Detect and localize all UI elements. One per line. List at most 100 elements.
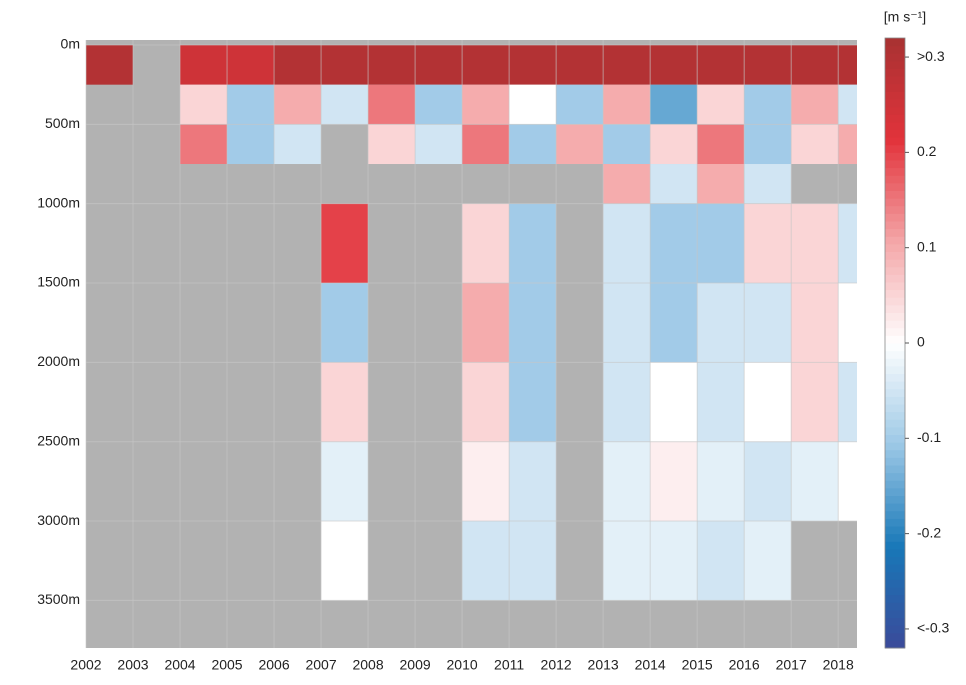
x-tick-label: 2002: [70, 657, 101, 673]
heatmap-cell: [227, 45, 275, 85]
heatmap-cell: [697, 124, 745, 165]
colorbar-swatch: [885, 38, 905, 47]
colorbar-label: [m s⁻¹]: [884, 9, 926, 25]
heatmap-cell: [462, 362, 510, 442]
heatmap-cell: [838, 124, 857, 165]
colorbar-swatch: [885, 587, 905, 596]
heatmap-cell: [462, 84, 510, 125]
heatmap-cell: [274, 45, 322, 85]
x-tick-label: 2008: [352, 657, 383, 673]
heatmap-cell: [697, 283, 745, 363]
heatmap-cell: [603, 441, 651, 522]
colorbar-swatch: [885, 358, 905, 367]
heatmap-cell: [509, 283, 557, 363]
colorbar-swatch: [885, 76, 905, 85]
colorbar-swatch: [885, 594, 905, 603]
colorbar-swatch: [885, 228, 905, 237]
x-tick-label: 2014: [635, 657, 666, 673]
colorbar-swatch: [885, 137, 905, 146]
heatmap-cell: [321, 441, 369, 522]
colorbar-swatch: [885, 304, 905, 313]
heatmap-cell: [603, 203, 651, 284]
heatmap-cell: [697, 521, 745, 601]
heatmap-cell: [368, 84, 416, 125]
colorbar-swatch: [885, 236, 905, 245]
heatmap-cell: [744, 164, 792, 204]
colorbar-swatch: [885, 495, 905, 504]
colorbar-swatch: [885, 571, 905, 580]
heatmap-cell: [321, 84, 369, 125]
colorbar-swatch: [885, 404, 905, 413]
colorbar-tick-label: <-0.3: [917, 620, 950, 636]
heatmap-cell: [274, 84, 322, 125]
heatmap-cell: [368, 45, 416, 85]
heatmap-cell: [744, 521, 792, 601]
colorbar-swatch: [885, 419, 905, 428]
heatmap-cell: [838, 362, 857, 442]
colorbar-swatch: [885, 602, 905, 611]
colorbar-tick-label: -0.2: [917, 524, 941, 540]
heatmap-cell: [462, 203, 510, 284]
heatmap-cell: [368, 124, 416, 165]
colorbar-swatch: [885, 365, 905, 374]
colorbar-swatch: [885, 335, 905, 344]
heatmap-cell: [321, 362, 369, 442]
colorbar-swatch: [885, 282, 905, 291]
heatmap-cell: [650, 362, 698, 442]
heatmap-cell: [321, 45, 369, 85]
colorbar-swatch: [885, 213, 905, 222]
heatmap-cell: [603, 164, 651, 204]
heatmap-cell: [791, 203, 839, 284]
heatmap-cell: [462, 441, 510, 522]
heatmap-cell: [86, 45, 134, 85]
heatmap-cell: [274, 124, 322, 165]
heatmap-cell: [509, 124, 557, 165]
heatmap-cell: [650, 84, 698, 125]
colorbar-swatch: [885, 487, 905, 496]
colorbar-swatch: [885, 144, 905, 153]
heatmap-cell: [603, 362, 651, 442]
colorbar-swatch: [885, 60, 905, 69]
heatmap-cell: [744, 283, 792, 363]
colorbar-swatch: [885, 350, 905, 359]
y-tick-label: 0m: [61, 36, 80, 52]
colorbar-swatch: [885, 297, 905, 306]
heatmap-cell: [744, 84, 792, 125]
colorbar-swatch: [885, 121, 905, 130]
colorbar-swatch: [885, 160, 905, 169]
x-tick-label: 2007: [305, 657, 336, 673]
colorbar-swatch: [885, 198, 905, 207]
y-tick-label: 3500m: [37, 591, 80, 607]
colorbar-swatch: [885, 388, 905, 397]
heatmap-cell: [509, 45, 557, 85]
colorbar-swatch: [885, 259, 905, 268]
heatmap-cell: [321, 521, 369, 601]
heatmap-cell: [180, 124, 228, 165]
colorbar-swatch: [885, 289, 905, 298]
colorbar-swatch: [885, 221, 905, 230]
heatmap-cell: [321, 203, 369, 284]
heatmap-cell: [744, 203, 792, 284]
heatmap-cell: [462, 45, 510, 85]
colorbar-swatch: [885, 396, 905, 405]
colorbar-swatch: [885, 152, 905, 161]
heatmap-cell: [744, 441, 792, 522]
colorbar-swatch: [885, 556, 905, 565]
colorbar-swatch: [885, 518, 905, 527]
colorbar-swatch: [885, 53, 905, 62]
colorbar-swatch: [885, 411, 905, 420]
heatmap-cell: [650, 124, 698, 165]
colorbar-swatch: [885, 114, 905, 123]
heatmap-cell: [791, 45, 839, 85]
colorbar-swatch: [885, 465, 905, 474]
heatmap-cell: [650, 521, 698, 601]
colorbar-swatch: [885, 167, 905, 176]
colorbar-swatch: [885, 510, 905, 519]
colorbar-swatch: [885, 320, 905, 329]
colorbar-swatch: [885, 480, 905, 489]
heatmap-cell: [791, 84, 839, 125]
colorbar-swatch: [885, 83, 905, 92]
colorbar-swatch: [885, 251, 905, 260]
colorbar-swatch: [885, 175, 905, 184]
